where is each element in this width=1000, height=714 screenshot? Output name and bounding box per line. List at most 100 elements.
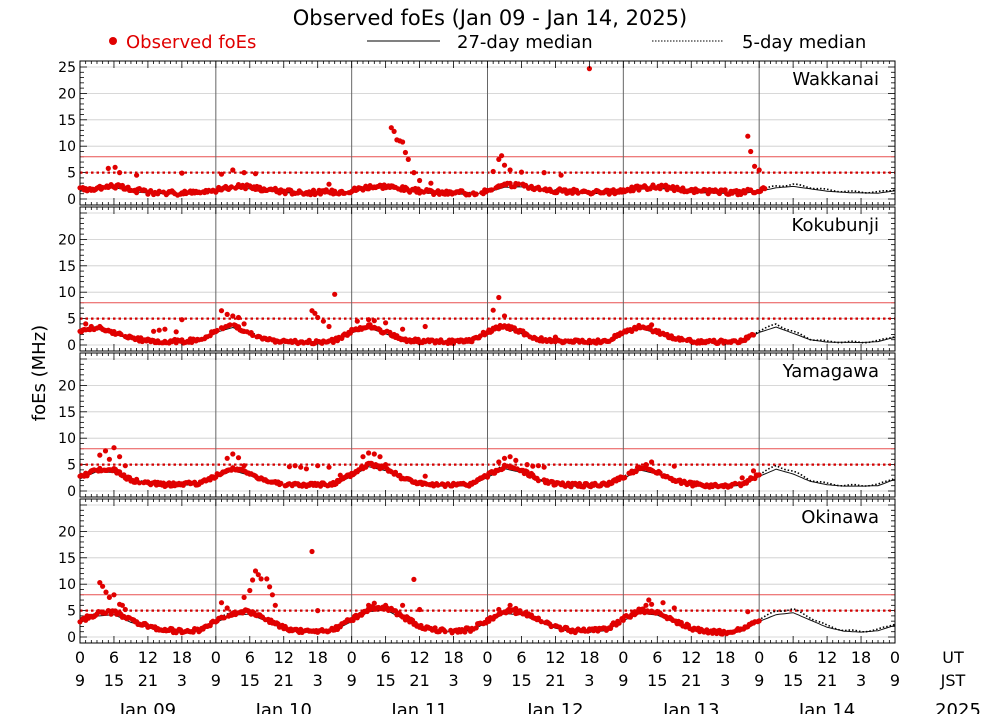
observed-point [501,162,508,168]
x-tick-label-jst: 15 [647,671,667,690]
observed-point [377,454,383,460]
observed-point [548,623,554,630]
observed-point [326,323,332,330]
observed-point [252,568,259,574]
observed-points [77,291,757,347]
legend-27day-label: 27-day median [457,32,593,53]
observed-point [258,576,264,582]
panel-yamagawa: 0 5 10 15 20 Yamagawa [58,352,896,500]
observed-point [106,456,112,462]
observed-point [162,326,168,332]
panel-kokubunji: 0 5 10 15 20 Kokubunji [58,206,896,354]
observed-point [230,610,236,616]
panel-wakkanai: 0 5 10 15 20 25 Wakkanai [58,60,896,208]
observed-point [616,620,622,626]
observed-point [745,133,751,139]
x-tick-label-jst: 21 [138,671,158,690]
observed-point [507,602,513,608]
observed-point [156,188,162,194]
observed-point [442,629,448,635]
y-tick-label: 5 [67,166,76,182]
observed-point [366,450,372,456]
x-tick-label-ut: 18 [851,648,871,667]
day-label: Jan 13 [662,700,719,714]
observed-point [383,320,389,326]
x-tick-label-jst: 15 [104,671,124,690]
observed-point [670,184,676,190]
observed-point [105,165,111,171]
x-tick-label-ut: 6 [516,648,526,667]
day-label: Jan 12 [526,700,583,714]
observed-point [518,169,525,175]
observed-point [422,473,428,479]
observed-point [484,474,491,480]
observed-point [750,468,757,474]
observed-point [134,172,140,178]
observed-point [111,445,117,451]
observed-point [151,328,157,334]
x-tick-label-jst: 9 [754,671,764,690]
observed-point [111,592,117,598]
observed-point [660,600,666,606]
day-label: Jan 14 [798,700,855,714]
observed-point [264,576,270,582]
observed-point [250,577,256,583]
observed-point [541,170,547,176]
observed-point [241,321,247,327]
legend-5day-label: 5-day median [742,32,866,53]
observed-point [400,139,406,145]
observed-point [312,310,318,316]
x-tick-label-ut: 6 [381,648,391,667]
observed-point [241,594,247,601]
observed-point [315,314,321,321]
observed-point [516,181,522,187]
observed-point [179,170,185,176]
observed-point [643,462,649,468]
observed-point [97,580,103,586]
year-label: 2025 [935,700,981,714]
x-tick-label-jst: 15 [375,671,395,690]
x-tick-label-jst: 21 [681,671,701,690]
observed-point [402,149,408,156]
y-tick-label: 0 [67,484,76,500]
observed-point [750,332,757,338]
y-tick-label: 5 [67,604,76,620]
observed-point [106,594,112,601]
y-tick-label: 5 [67,312,76,328]
observed-point [739,475,745,481]
observed-point [643,602,649,608]
observed-point [227,322,233,328]
observed-point [535,615,542,621]
observed-points [77,445,762,490]
x-tick-label-ut: 18 [172,648,192,667]
observed-point [732,480,738,486]
x-tick-label-jst: 21 [545,671,565,690]
observed-point [671,605,677,611]
observed-point [473,191,479,197]
observed-point [360,454,366,460]
observed-point [490,168,496,175]
y-tick-label: 15 [58,551,76,567]
observed-point [326,181,332,187]
observed-point [646,597,652,603]
observed-point [496,459,502,465]
observed-point [400,326,406,332]
observed-point [366,317,372,323]
observed-point [392,469,399,475]
observed-point [462,629,468,635]
x-tick-label-ut: 0 [618,648,628,667]
day-label: Jan 09 [119,700,176,714]
day-label: Jan 10 [255,700,312,714]
x-tick-label-jst: 3 [448,671,458,690]
observed-point [102,448,109,454]
observed-point [496,156,502,162]
observed-point [558,172,564,178]
observed-point [575,190,581,196]
observed-point [309,548,315,555]
observed-point [315,608,321,614]
observed-point [552,334,559,340]
x-tick-label-jst: 15 [783,671,803,690]
observed-point [622,475,628,481]
x-tick-label-ut: 6 [109,648,119,667]
x-tick-label-ut: 18 [579,648,599,667]
